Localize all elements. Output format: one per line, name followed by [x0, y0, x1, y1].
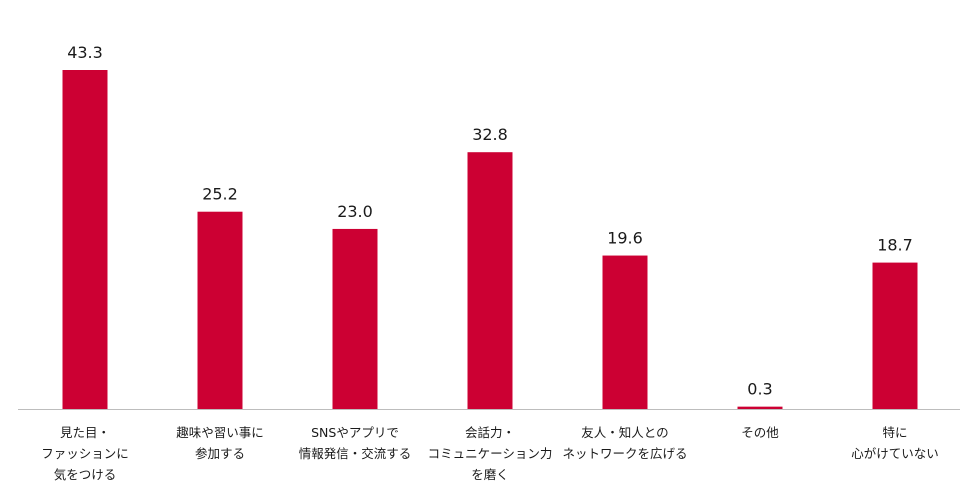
category-label-7-line-1: 特に	[882, 425, 907, 440]
category-label-1-line-3: 気をつける	[54, 467, 117, 482]
category-label-1-line-1: 見た目・	[60, 425, 110, 440]
category-label-2-line-1: 趣味や習い事に	[176, 425, 264, 440]
bar-6	[737, 406, 783, 409]
data-label-5: 19.6	[607, 229, 643, 248]
category-label-7-line-2: 心がけていない	[851, 446, 939, 461]
data-label-4: 32.8	[472, 125, 508, 144]
category-label-5-line-2: ネットワークを広げる	[562, 446, 687, 461]
category-label-6-line-1: その他	[741, 425, 779, 440]
data-label-2: 25.2	[202, 185, 238, 204]
data-label-6: 0.3	[747, 380, 772, 399]
category-label-2-line-2: 参加する	[195, 446, 245, 461]
category-label-4-line-1: 会話力・	[465, 425, 515, 440]
category-label-5-line-1: 友人・知人との	[581, 425, 668, 440]
data-label-7: 18.7	[877, 236, 913, 255]
category-label-3-line-1: SNSやアプリで	[311, 425, 399, 440]
bar-2	[197, 211, 243, 409]
bar-3	[332, 228, 378, 409]
category-label-3-line-2: 情報発信・交流する	[299, 446, 412, 461]
category-label-4-line-3: を磨く	[471, 467, 509, 482]
data-label-3: 23.0	[337, 202, 373, 221]
bar-7	[872, 262, 918, 409]
bar-5	[602, 255, 648, 409]
bars-layer	[62, 70, 918, 409]
category-label-1-line-2: ファッションに	[41, 446, 129, 461]
bar-1	[62, 70, 108, 409]
value-labels-layer: 43.3 25.2 23.0 32.8 19.6 0.3 18.7	[67, 43, 913, 399]
bar-4	[467, 152, 513, 409]
data-label-1: 43.3	[67, 43, 103, 62]
category-label-4-line-2: コミュニケーション力	[428, 446, 553, 461]
